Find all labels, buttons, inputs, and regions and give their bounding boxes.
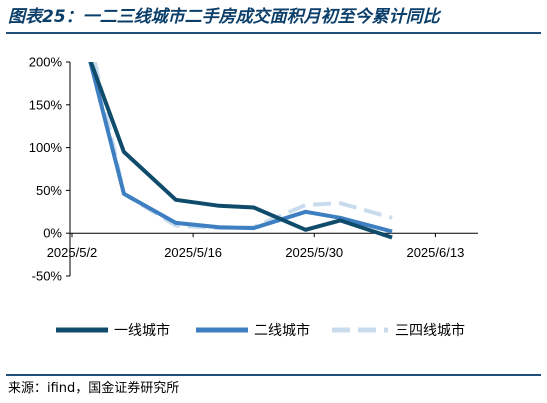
y-tick-label: -50% <box>32 269 63 284</box>
y-tick-label: 150% <box>29 97 63 112</box>
y-tick-label: 200% <box>29 55 63 70</box>
y-tick-label: 50% <box>36 183 62 198</box>
x-tick-label: 2025/5/2 <box>47 245 98 260</box>
legend-label-tier1: 一线城市 <box>114 322 170 339</box>
series-group <box>88 62 393 240</box>
series-line-tier2 <box>88 62 393 234</box>
legend-label-tier2: 二线城市 <box>254 322 310 339</box>
source-divider <box>6 374 541 376</box>
x-tick-label: 2025/5/16 <box>164 245 222 260</box>
x-tick-label: 2025/5/30 <box>285 245 343 260</box>
title-divider <box>6 32 541 34</box>
legend-label-tier3: 三四线城市 <box>395 322 465 339</box>
x-tick-label: 2025/6/13 <box>406 245 464 260</box>
y-tick-label: 0% <box>43 226 62 241</box>
x-axis: 2025/5/2 2025/5/16 2025/5/30 2025/6/13 <box>47 232 478 260</box>
legend: 一线城市 二线城市 三四线城市 <box>56 322 465 339</box>
y-axis: -50% 0% 50% 100% 150% 200% <box>29 55 71 284</box>
source-note: 来源：ifind，国金证券研究所 <box>8 381 180 396</box>
y-tick-label: 100% <box>29 140 63 155</box>
series-line-tier1 <box>88 62 393 240</box>
chart-title: 图表25：一二三线城市二手房成交面积月初至今累计同比 <box>8 7 440 27</box>
